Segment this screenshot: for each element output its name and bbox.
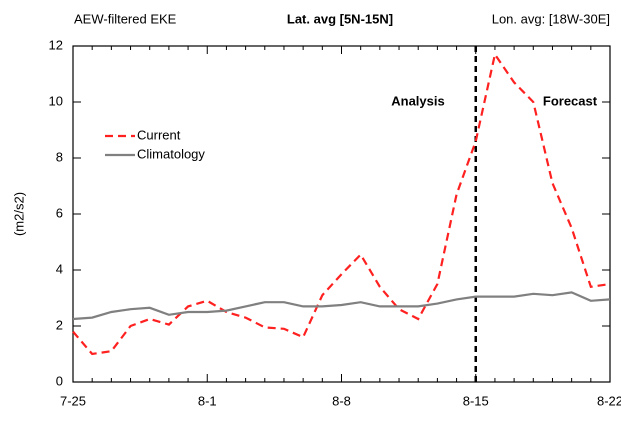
legend-label: Current <box>137 127 181 142</box>
chart-title: Lat. avg [5N-15N] <box>287 11 393 26</box>
y-tick-label: 2 <box>56 317 63 332</box>
legend-label: Climatology <box>137 146 205 161</box>
x-tick-label: 7-25 <box>60 393 86 408</box>
series-line <box>72 291 611 321</box>
right-title: Lon. avg: [18W-30E] <box>492 11 610 26</box>
y-tick-label: 10 <box>49 93 63 108</box>
y-tick-label: 4 <box>56 261 63 276</box>
left-title: AEW-filtered EKE <box>74 11 177 26</box>
x-tick-label: 8-1 <box>198 393 217 408</box>
y-tick-label: 12 <box>49 37 63 52</box>
x-tick-label: 8-15 <box>463 393 489 408</box>
x-tick-label: 8-8 <box>332 393 351 408</box>
series-line <box>72 51 611 356</box>
annotation: Forecast <box>543 93 598 108</box>
y-axis-label: (m2/s2) <box>11 192 26 236</box>
plot-frame <box>72 45 611 383</box>
x-tick-label: 8-22 <box>597 393 621 408</box>
y-tick-label: 6 <box>56 205 63 220</box>
y-tick-label: 8 <box>56 149 63 164</box>
annotation: Analysis <box>391 93 444 108</box>
y-tick-label: 0 <box>56 373 63 388</box>
